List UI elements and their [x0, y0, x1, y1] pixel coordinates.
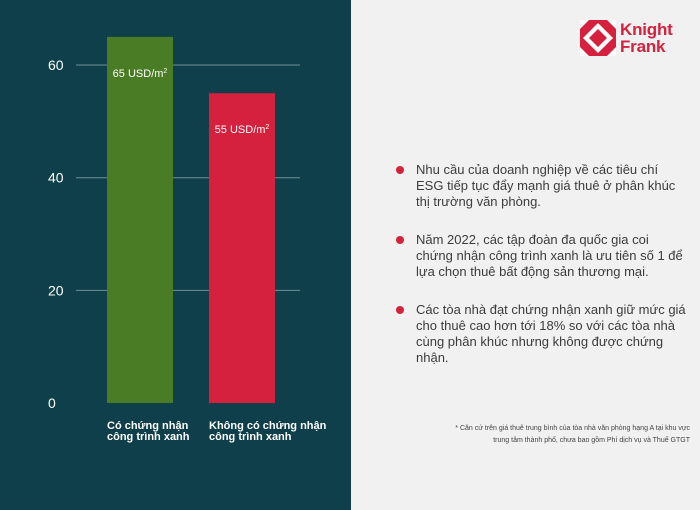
bullet-item: Nhu cầu của doanh nghiệp về các tiêu chí… [396, 162, 686, 210]
y-tick-label: 40 [48, 170, 64, 186]
category-label: Có chứng nhận [107, 420, 189, 432]
bullet-list: Nhu cầu của doanh nghiệp về các tiêu chí… [396, 162, 686, 388]
brand-name: Knight Frank [620, 21, 673, 55]
bullet-dot-icon [396, 306, 404, 314]
brand-name-line2: Frank [620, 37, 666, 56]
bullet-text: Các tòa nhà đạt chứng nhận xanh giữ mức … [416, 302, 686, 365]
bar-value-label: 65 USD/m2 [113, 68, 168, 80]
y-tick-label: 60 [48, 57, 64, 73]
bar [107, 36, 173, 403]
bullet-dot-icon [396, 166, 404, 174]
bar-value-text: 65 USD/m [113, 68, 164, 80]
bar [209, 93, 275, 404]
y-tick-label: 20 [48, 282, 64, 298]
footnote-line: * Căn cứ trên giá thuê trung bình của tò… [455, 425, 690, 432]
category-label: công trình xanh [209, 431, 292, 443]
text-panel [351, 0, 700, 510]
knight-frank-logo: Knight Frank [580, 20, 673, 56]
footnote-line: trung tâm thành phố, chưa bao gồm Phí dị… [493, 437, 690, 444]
bullet-text: Nhu cầu của doanh nghiệp về các tiêu chí… [416, 162, 676, 209]
bar-value-text: 55 USD/m [215, 124, 266, 136]
bullet-item: Năm 2022, các tập đoàn đa quốc gia coi c… [396, 232, 686, 280]
bullet-dot-icon [396, 236, 404, 244]
brand-name-line1: Knight [620, 20, 673, 39]
bar-value-unit-sup: 2 [265, 124, 269, 131]
bar-value-label: 55 USD/m2 [215, 124, 270, 136]
bar-value-unit-sup: 2 [163, 68, 167, 75]
category-label: công trình xanh [107, 431, 190, 443]
chart-panel [0, 0, 351, 510]
bullet-text: Năm 2022, các tập đoàn đa quốc gia coi c… [416, 232, 683, 279]
category-label: Không có chứng nhận [209, 420, 327, 432]
footnote: * Căn cứ trên giá thuê trung bình của tò… [390, 423, 690, 447]
knight-frank-logo-icon [580, 20, 616, 56]
bullet-item: Các tòa nhà đạt chứng nhận xanh giữ mức … [396, 302, 686, 366]
y-tick-label: 0 [48, 395, 56, 411]
